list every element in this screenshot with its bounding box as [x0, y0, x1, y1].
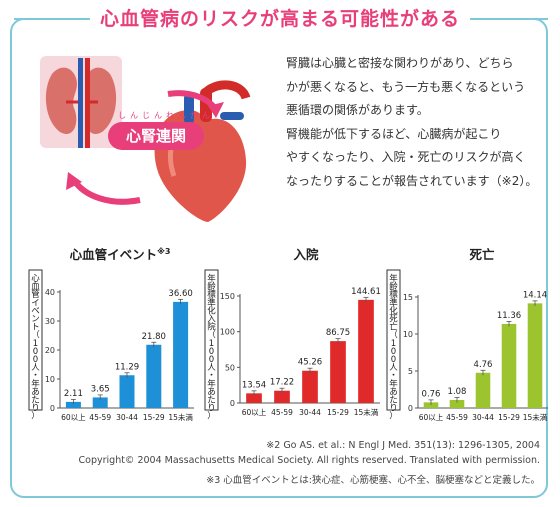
- data-label: 21.80: [142, 332, 166, 342]
- footnote-definition: ※3 心血管イベントとは:狭心症、心筋梗塞、心不全、脳梗塞などと定義した。: [206, 475, 540, 486]
- bar: [246, 393, 262, 403]
- footnote-reference: ※2 Go AS. et al.: N Engl J Med. 351(13):…: [266, 440, 540, 451]
- chart-title-cv: 心血管イベント※3: [50, 244, 190, 263]
- description-line: やすくなったり、入院・死亡のリスクが高く: [286, 150, 526, 164]
- data-label: 11.36: [497, 311, 521, 321]
- y-tick-label: 0: [230, 399, 235, 408]
- title-wrap: 心血管病のリスクが高まる可能性がある: [0, 4, 560, 31]
- data-label: 0.76: [422, 389, 441, 399]
- description-line: 腎臓は心臓と密接な関わりがあり、どちら: [286, 56, 514, 70]
- data-label: 144.61: [351, 287, 381, 297]
- x-tick-label: 60以上: [61, 413, 86, 422]
- bar: [146, 344, 162, 408]
- y-axis-label-box: [28, 269, 43, 411]
- data-label: 36.60: [168, 289, 192, 299]
- description: 腎臓は心臓と密接な関わりがあり、どちら かが悪くなると、もう一方も悪くなるという…: [286, 52, 548, 193]
- bar: [423, 402, 439, 408]
- bar: [501, 323, 517, 408]
- cardiorenal-badge: 心腎連関: [108, 122, 204, 150]
- x-tick-label: 30-44: [299, 408, 321, 417]
- y-axis-label-box: [204, 269, 219, 411]
- y-axis-label: 年齢標準化死亡（ 1 0 0 人・年あたり）: [389, 273, 398, 422]
- data-label: 86.75: [326, 328, 350, 338]
- bar: [449, 400, 465, 408]
- bar: [119, 375, 135, 408]
- data-label: 3.65: [91, 384, 110, 394]
- x-tick-label: 15-29: [498, 413, 520, 422]
- x-tick-label: 15未満: [354, 407, 379, 417]
- x-tick-label: 60以上: [242, 408, 267, 417]
- chart-cardiovascular-events: 心血管イベント（ 1 0 0 人・年あたり） 0 10 20 30 40 2.11 60以上 3.65 4…: [28, 269, 194, 422]
- description-line: 腎機能が低下するほど、心臓病が起こり: [286, 126, 502, 141]
- x-tick-label: 45-59: [89, 413, 111, 422]
- data-label: 45.26: [298, 358, 322, 368]
- heart-icon: [154, 80, 251, 222]
- x-tick-label: 30-44: [472, 413, 494, 422]
- bar: [330, 341, 346, 403]
- chart-title-text: 死亡: [469, 247, 495, 262]
- x-tick-label: 30-44: [116, 413, 138, 422]
- x-tick-label: 15未満: [168, 412, 193, 422]
- x-tick-label: 60以上: [419, 413, 444, 422]
- y-tick-label: 40: [45, 288, 55, 297]
- y-tick-label: 10: [45, 375, 55, 384]
- bar: [92, 397, 108, 408]
- x-tick-label: 15未満: [523, 412, 548, 422]
- y-tick-label: 5: [408, 367, 413, 376]
- bar: [358, 299, 374, 403]
- bar: [65, 401, 81, 408]
- data-label: 4.76: [474, 360, 493, 370]
- y-tick-label: 150: [220, 292, 235, 301]
- description-line: かが悪くなると、もう一方も悪くなるという: [286, 79, 526, 94]
- chart-title-text: 入院: [293, 247, 319, 262]
- y-axis-label-box: [386, 269, 401, 411]
- title-rule-right: [452, 18, 548, 20]
- chart-title-sup: ※3: [157, 246, 171, 256]
- page-title: 心血管病のリスクが高まる可能性がある: [89, 4, 470, 31]
- bar: [527, 303, 543, 408]
- y-tick-label: 50: [225, 363, 235, 372]
- data-label: 14.14: [523, 290, 547, 300]
- bar: [173, 301, 189, 408]
- data-label: 11.29: [115, 362, 139, 372]
- chart-death: 年齢標準化死亡（ 1 0 0 人・年あたり） 0 5 10 15 0.76 60以上 1.08 45-5…: [386, 269, 548, 422]
- x-tick-label: 15-29: [143, 413, 165, 422]
- kidney-icon: [40, 56, 122, 148]
- description-line: 悪循環の関係があります。: [286, 103, 429, 117]
- chart-title-death: 死亡: [412, 244, 552, 263]
- x-tick-label: 15-29: [327, 408, 349, 417]
- chart-hospitalization: 年齢標準化入院（ 1 0 0 人・年あたり） 0 50 100 150 13.54 60以上 17.2…: [204, 269, 381, 422]
- y-tick-label: 10: [403, 330, 413, 339]
- y-tick-label: 20: [45, 346, 55, 355]
- bar: [302, 370, 318, 403]
- y-tick-label: 0: [50, 404, 55, 413]
- badge-ruby: しんじんれんかん: [118, 111, 214, 120]
- bar: [475, 372, 491, 408]
- y-axis-label: 心血管イベント（ 1 0 0 人・年あたり）: [31, 274, 40, 422]
- chart-title-text: 心血管イベント: [69, 247, 158, 262]
- data-label: 2.11: [64, 389, 83, 399]
- footnote-copyright: Copyright© 2004 Massachusetts Medical So…: [78, 455, 540, 466]
- cycle-arrow-up-icon: [71, 178, 141, 205]
- bar: [274, 390, 290, 403]
- chart-title-hosp: 入院: [236, 244, 376, 263]
- y-tick-label: 100: [220, 328, 235, 337]
- x-tick-label: 45-59: [446, 413, 468, 422]
- description-line: なったりすることが報告されています（※2）。: [286, 173, 538, 188]
- title-rule-left: [14, 18, 114, 20]
- y-tick-label: 30: [45, 317, 55, 326]
- y-axis-label: 年齢標準化入院（ 1 0 0 人・年あたり）: [207, 273, 216, 422]
- data-label: 17.22: [270, 378, 294, 388]
- x-tick-label: 45-59: [271, 408, 293, 417]
- y-tick-label: 0: [408, 404, 413, 413]
- y-tick-label: 15: [403, 293, 413, 302]
- data-label: 1.08: [448, 387, 467, 397]
- data-label: 13.54: [242, 380, 266, 390]
